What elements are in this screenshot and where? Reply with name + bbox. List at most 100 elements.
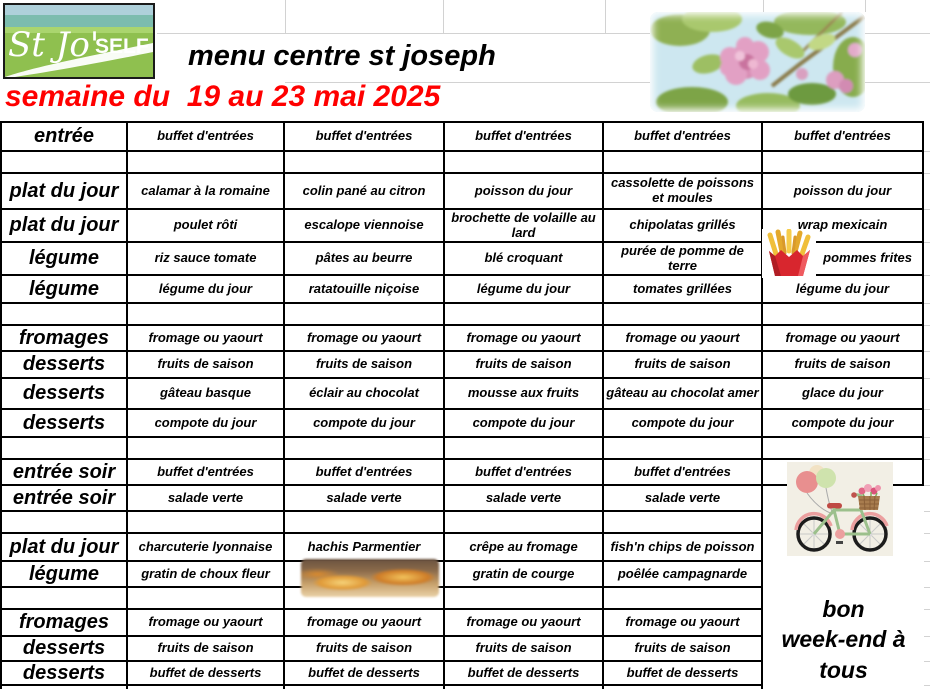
menu-cell: fromage ou yaourt	[285, 326, 445, 352]
row-label	[2, 588, 128, 610]
gridline-stub	[924, 351, 930, 352]
menu-cell: légume du jour	[128, 276, 285, 304]
menu-cell: chipolatas grillés	[604, 210, 763, 243]
gratin-photo	[301, 559, 439, 597]
menu-cell: purée de pomme de terre	[604, 243, 763, 276]
menu-cell: légume du jour	[445, 276, 604, 304]
gridline-stub	[924, 303, 930, 304]
gridline-stub	[924, 459, 930, 460]
menu-cell: ratatouille niçoise	[285, 276, 445, 304]
menu-cell: glace du jour	[763, 379, 924, 410]
week-subtitle: semaine du 19 au 23 mai 2025	[5, 80, 441, 113]
menu-cell	[285, 438, 445, 460]
gridline-stub	[924, 275, 930, 276]
menu-cell: fromage ou yaourt	[604, 326, 763, 352]
row-label	[2, 152, 128, 174]
menu-row	[2, 304, 924, 326]
gridline-stub	[924, 609, 930, 610]
menu-cell: buffet d'entrées	[128, 460, 285, 486]
menu-cell	[128, 304, 285, 326]
menu-cell: hachis Parmentier	[285, 534, 445, 562]
menu-cell	[285, 512, 445, 534]
menu-cell: compote du jour	[285, 410, 445, 438]
gridline-stub	[924, 661, 930, 662]
flower-graphic	[650, 12, 865, 112]
gridline	[605, 0, 606, 33]
menu-cell: blé croquant	[445, 243, 604, 276]
row-label: desserts	[2, 637, 128, 662]
menu-row: fromages fromage ou yaourt fromage ou yaou…	[2, 326, 924, 352]
menu-cell: buffet d'entrées	[285, 460, 445, 486]
row-label: plat du jour	[2, 174, 128, 210]
menu-cell	[445, 438, 604, 460]
menu-row: légume riz sauce tomate pâtes au beurre blé…	[2, 243, 924, 276]
menu-cell	[128, 686, 285, 689]
menu-cell: salade verte	[445, 486, 604, 512]
menu-cell: poêlée campagnarde	[604, 562, 763, 588]
gridline	[157, 33, 930, 34]
menu-cell: fruits de saison	[285, 352, 445, 379]
menu-cell	[285, 686, 445, 689]
row-label	[2, 438, 128, 460]
menu-cell	[763, 438, 924, 460]
gridline	[865, 0, 866, 12]
menu-cell: buffet de desserts	[285, 662, 445, 686]
menu-cell: buffet de desserts	[128, 662, 285, 686]
menu-cell: fromage ou yaourt	[763, 326, 924, 352]
menu-row: entrée buffet d'entrées buffet d'entrées bu…	[2, 123, 924, 152]
menu-cell: buffet d'entrées	[604, 123, 763, 152]
row-label: légume	[2, 243, 128, 276]
french-fries-icon	[762, 229, 816, 278]
menu-cell	[763, 152, 924, 174]
menu-cell: escalope viennoise	[285, 210, 445, 243]
menu-cell: salade verte	[285, 486, 445, 512]
menu-row: plat du jour charcuterie lyonnaise hachis …	[2, 534, 924, 562]
gridline-stub	[924, 173, 930, 174]
menu-cell: gâteau basque	[128, 379, 285, 410]
menu-cell: fromage ou yaourt	[445, 610, 604, 637]
logo-self-text: SELF	[95, 35, 149, 58]
menu-row: plat du jour poulet rôti escalope viennois…	[2, 210, 924, 243]
menu-cell: riz sauce tomate	[128, 243, 285, 276]
weekend-note-line: bon	[822, 595, 865, 622]
weekend-note-line: tous	[819, 656, 868, 683]
row-label: légume	[2, 276, 128, 304]
row-label: entrée soir	[2, 486, 128, 512]
menu-cell: légume du jour	[763, 276, 924, 304]
menu-cell: poulet rôti	[128, 210, 285, 243]
gridline-stub	[924, 209, 930, 210]
menu-row: desserts gâteau basque éclair au chocolat m…	[2, 379, 924, 410]
menu-cell: fish'n chips de poisson	[604, 534, 763, 562]
row-label	[2, 512, 128, 534]
menu-cell: éclair au chocolat	[285, 379, 445, 410]
menu-cell: buffet de desserts	[445, 662, 604, 686]
page-title: menu centre st joseph	[188, 40, 496, 72]
menu-cell: pâtes au beurre	[285, 243, 445, 276]
flower-photo	[650, 12, 865, 112]
menu-cell: gâteau au chocolat amer	[604, 379, 763, 410]
gridline-stub	[924, 325, 930, 326]
menu-cell	[604, 512, 763, 534]
row-label: entrée	[2, 123, 128, 152]
menu-cell: buffet d'entrées	[285, 123, 445, 152]
logo-script-text: St Jo'	[8, 25, 99, 65]
menu-cell	[285, 304, 445, 326]
menu-cell: tomates grillées	[604, 276, 763, 304]
weekend-note-line: week-end à	[781, 626, 906, 653]
menu-cell: fromage ou yaourt	[128, 610, 285, 637]
menu-row	[2, 438, 924, 460]
menu-cell	[604, 304, 763, 326]
logo-graphic: St Jo' SELF	[5, 5, 153, 77]
menu-cell	[128, 152, 285, 174]
gridline-stub	[924, 378, 930, 379]
menu-cell	[285, 152, 445, 174]
gridline-stub	[924, 409, 930, 410]
menu-cell: fromage ou yaourt	[604, 610, 763, 637]
row-label: desserts	[2, 352, 128, 379]
menu-cell: buffet d'entrées	[763, 123, 924, 152]
menu-cell	[445, 686, 604, 689]
menu-cell	[604, 588, 763, 610]
gridline-stub	[924, 485, 930, 486]
menu-cell: calamar à la romaine	[128, 174, 285, 210]
menu-cell	[128, 512, 285, 534]
